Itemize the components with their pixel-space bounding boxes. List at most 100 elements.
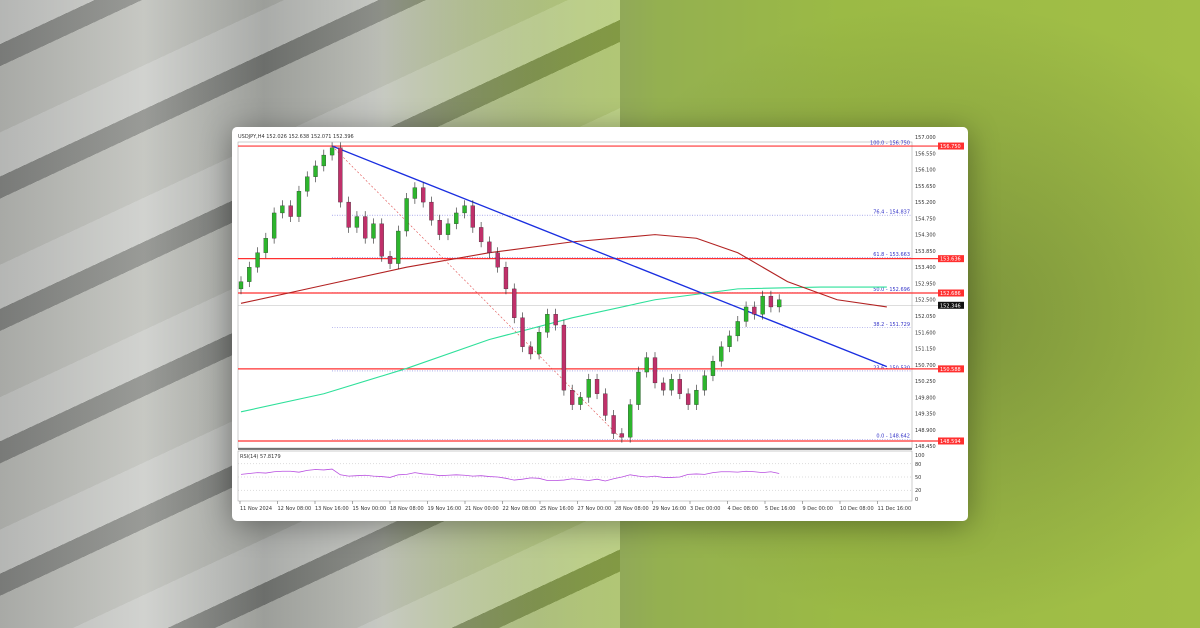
y-tick-label: 151.150	[915, 347, 936, 353]
x-tick-label: 5 Dec 16:00	[765, 506, 795, 512]
chart-title: USDJPY,H4 152.026 152.638 152.071 152.39…	[238, 134, 354, 140]
price-tag	[938, 255, 964, 263]
y-tick-label: 150.700	[915, 363, 936, 369]
candle	[313, 165, 318, 177]
x-tick-label: 27 Nov 00:00	[578, 506, 612, 512]
candle	[702, 375, 707, 391]
candle	[512, 288, 517, 318]
main-pane-frame	[237, 141, 913, 449]
candle	[652, 357, 658, 384]
rsi-tick-label: 0	[915, 497, 918, 503]
x-tick-label: 12 Nov 08:00	[278, 506, 312, 512]
candle	[280, 205, 285, 214]
y-tick-label: 149.350	[915, 412, 936, 418]
x-tick-label: 19 Nov 16:00	[428, 506, 462, 512]
price-tag-label: 153.636	[940, 257, 961, 263]
candle	[710, 361, 716, 376]
x-tick-label: 11 Nov 2024	[240, 506, 272, 512]
y-tick-label: 153.400	[915, 265, 936, 271]
x-tick-label: 13 Nov 16:00	[315, 506, 349, 512]
x-tick-label: 25 Nov 16:00	[540, 506, 574, 512]
y-tick-label: 148.450	[915, 444, 936, 450]
candle	[603, 393, 608, 416]
y-tick-label: 154.750	[915, 216, 936, 222]
rsi-tick-label: 100	[915, 453, 925, 459]
candle	[752, 306, 757, 315]
candle	[503, 267, 509, 290]
candle	[495, 252, 500, 268]
fib-label: 50.0 - 152.696	[873, 287, 910, 293]
candle	[421, 187, 426, 203]
candle	[338, 147, 343, 203]
candle	[363, 216, 368, 239]
fib-diagonal	[331, 145, 623, 440]
candle	[553, 314, 558, 326]
candle	[437, 220, 442, 235]
candle	[520, 317, 525, 347]
candle	[487, 241, 492, 253]
y-tick-label: 152.950	[915, 281, 936, 287]
candle	[238, 281, 244, 290]
x-tick-label: 21 Nov 00:00	[465, 506, 499, 512]
candle	[578, 397, 583, 405]
candle	[768, 295, 774, 308]
price-tag-label: 156.750	[940, 144, 961, 150]
moving-average-green	[240, 286, 887, 413]
candle	[644, 357, 649, 373]
y-tick-label: 148.900	[915, 428, 936, 434]
rsi-tick-label: 50	[915, 475, 921, 481]
candle	[296, 191, 302, 217]
rsi-tick-label: 80	[915, 462, 921, 468]
candle	[379, 223, 384, 257]
candle	[429, 201, 434, 221]
y-tick-label: 156.100	[915, 168, 936, 174]
candle	[263, 238, 268, 253]
candle	[255, 252, 260, 268]
candle	[685, 393, 691, 405]
current-price-tag	[938, 301, 964, 309]
rsi-line	[240, 468, 780, 482]
candle	[478, 227, 484, 243]
candle	[387, 256, 393, 264]
candle	[536, 332, 542, 355]
candle	[636, 371, 641, 405]
candle	[619, 433, 625, 438]
candle	[470, 205, 475, 228]
fib-label: 100.0 - 156.750	[870, 141, 910, 147]
candle	[288, 205, 293, 217]
candle	[412, 187, 418, 199]
candle	[777, 299, 782, 308]
candle	[462, 205, 467, 214]
candle	[396, 230, 401, 264]
candle	[677, 379, 682, 394]
rsi-pane-frame	[237, 450, 913, 502]
candle	[247, 267, 252, 282]
trendline	[331, 145, 888, 368]
fib-label: 76.4 - 154.837	[873, 210, 910, 216]
y-tick-label: 157.000	[915, 135, 936, 141]
candle	[329, 147, 335, 156]
candle	[694, 389, 699, 405]
x-tick-label: 3 Dec 00:00	[690, 506, 720, 512]
y-tick-label: 151.600	[915, 330, 936, 336]
candle	[528, 346, 533, 355]
candle	[404, 198, 409, 232]
y-tick-label: 152.050	[915, 314, 936, 320]
price-tag-label: 150.588	[940, 367, 961, 373]
candle	[594, 379, 600, 394]
fib-label: 0.0 - 148.642	[876, 434, 910, 440]
candle	[586, 379, 591, 398]
y-tick-label: 149.800	[915, 395, 936, 401]
candle	[371, 223, 376, 239]
x-tick-label: 22 Nov 08:00	[503, 506, 537, 512]
y-tick-label: 153.850	[915, 249, 936, 255]
moving-average-red	[240, 234, 887, 308]
price-tag	[938, 365, 964, 373]
x-tick-label: 10 Dec 08:00	[840, 506, 874, 512]
candle	[354, 216, 360, 228]
candle	[719, 346, 724, 362]
current-price-label: 152.346	[940, 303, 961, 309]
y-tick-label: 150.250	[915, 379, 936, 385]
x-tick-label: 15 Nov 00:00	[353, 506, 387, 512]
y-tick-label: 154.300	[915, 233, 936, 239]
